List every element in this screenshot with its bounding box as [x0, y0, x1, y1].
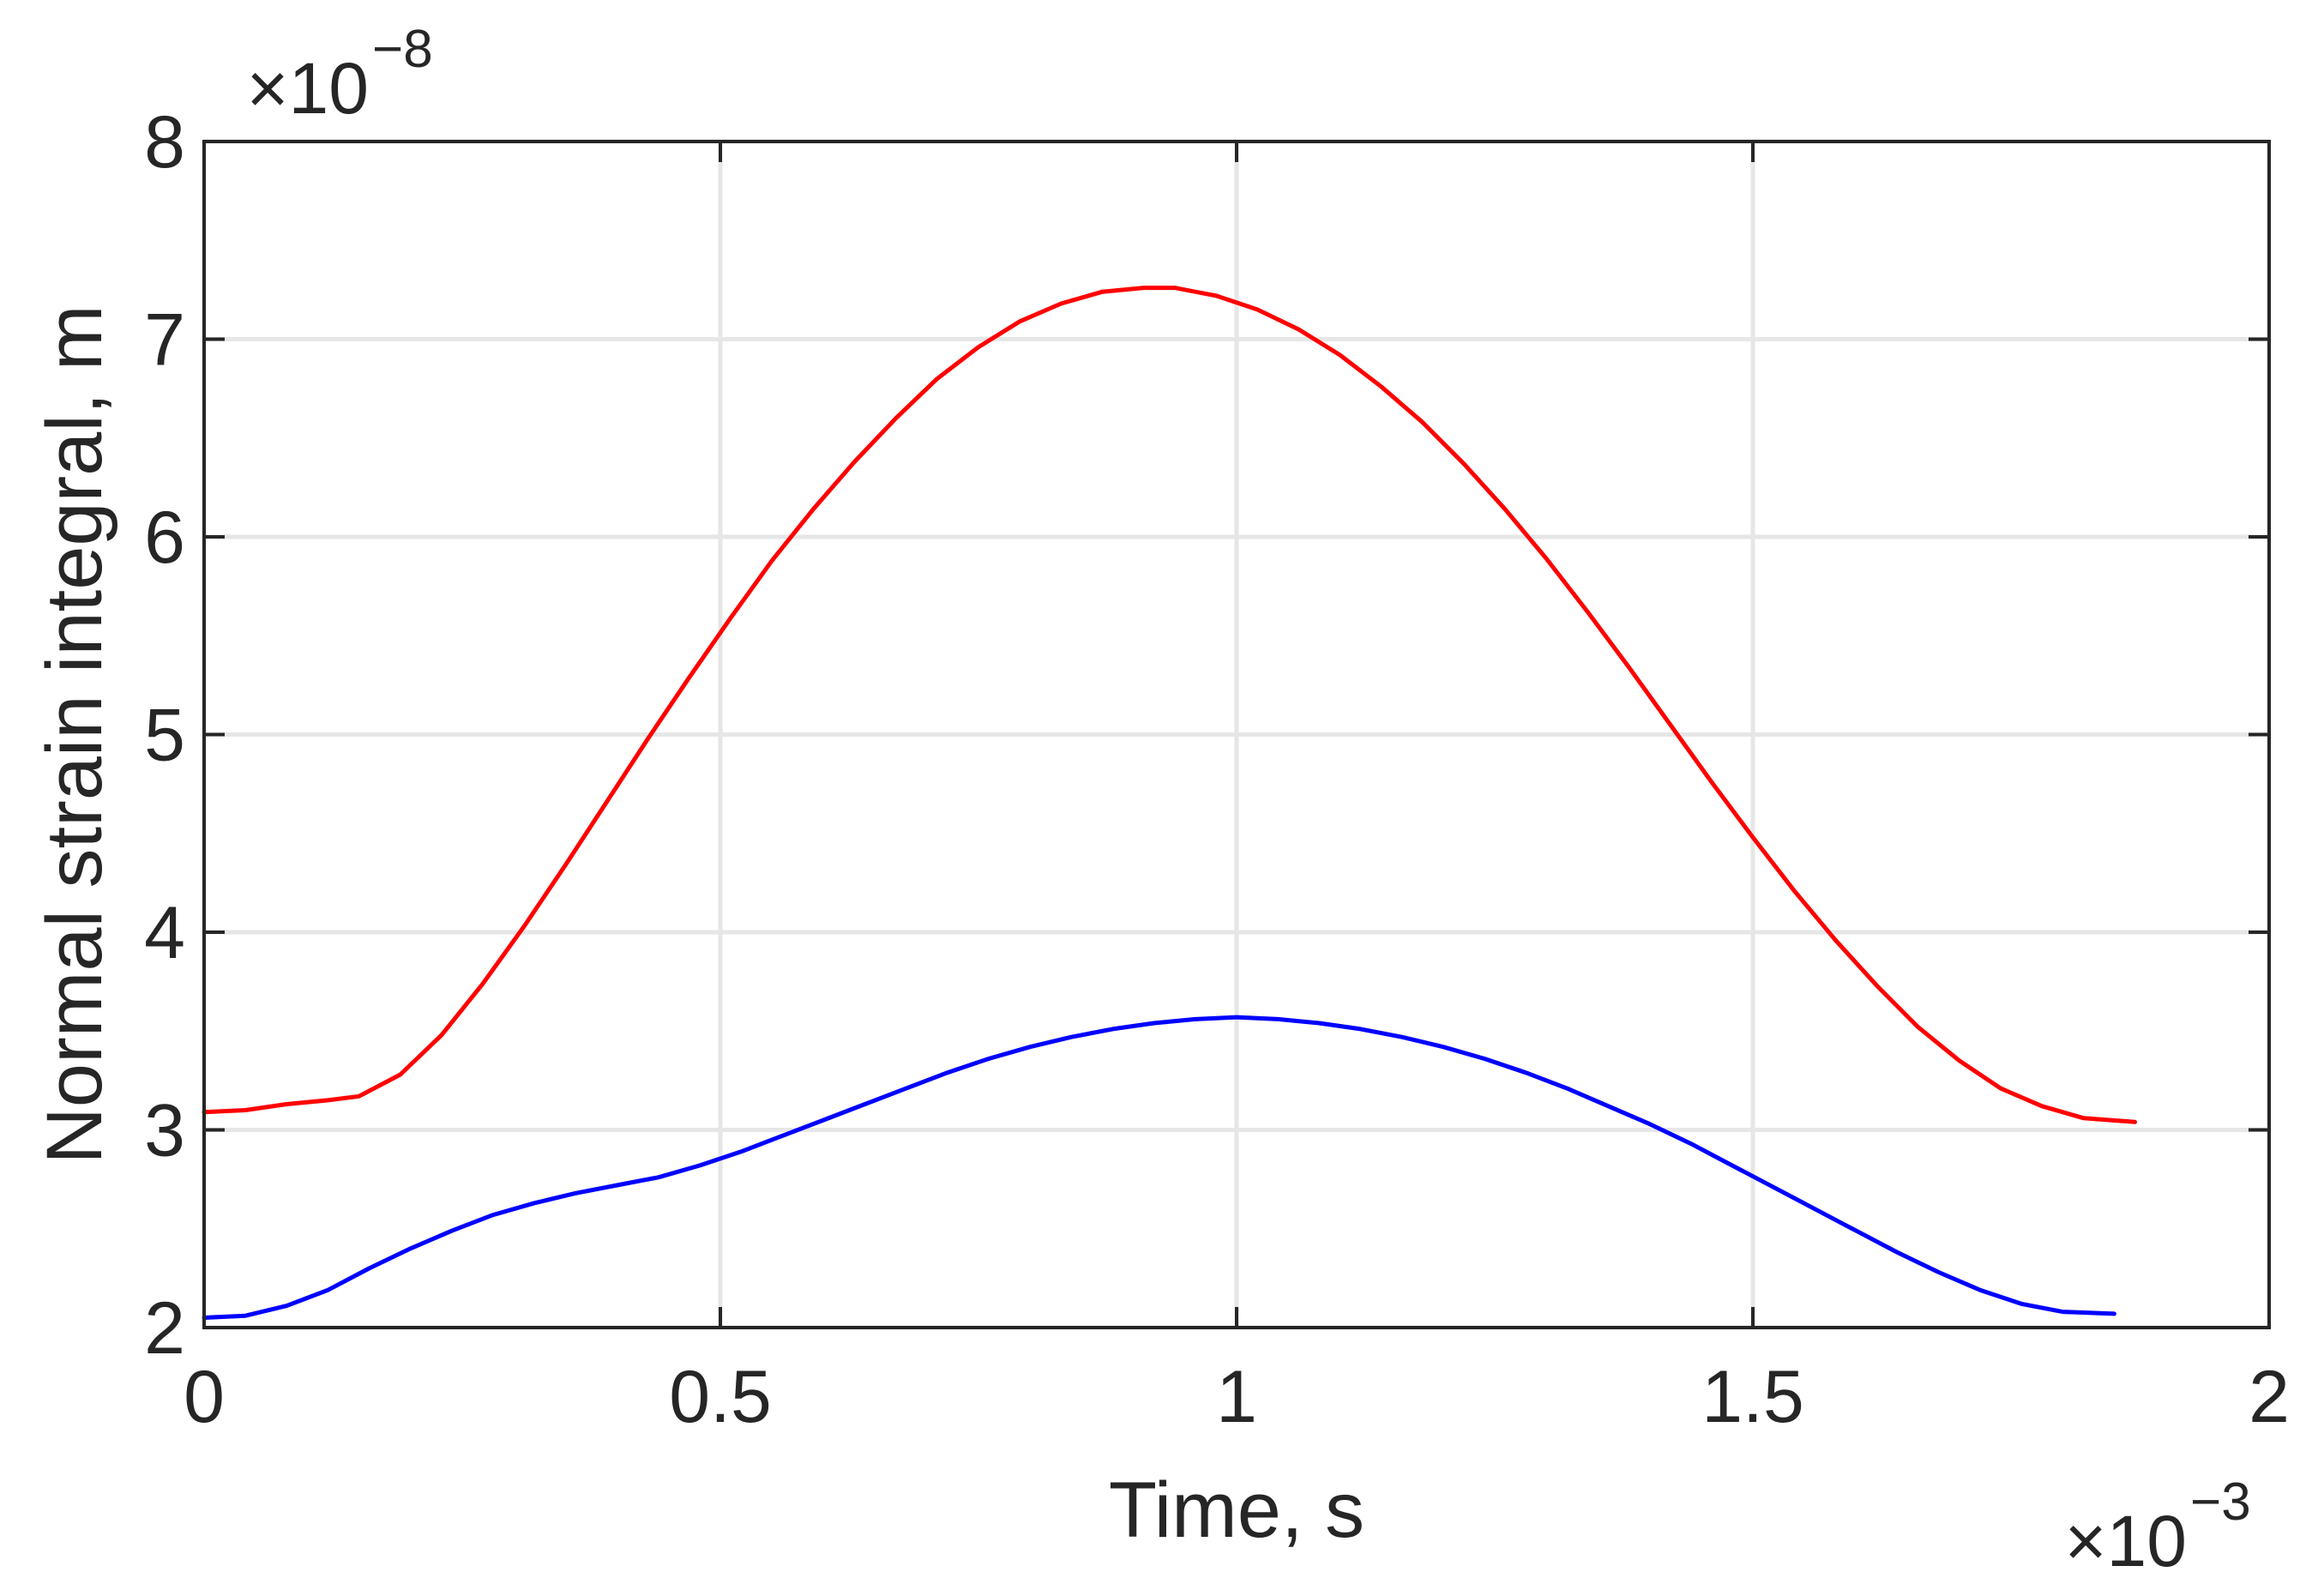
x-axis-label: Time, s [1109, 1467, 1364, 1554]
series-line-2 [202, 1015, 2116, 1320]
y-tick-label: 3 [144, 1090, 185, 1172]
x-tick-label: 1.5 [1701, 1356, 1804, 1438]
x-axis-multiplier: ×10 −3 [2065, 1473, 2251, 1581]
y-tick-label: 7 [144, 299, 185, 382]
y-axis-multiplier: ×10 −8 [247, 20, 433, 129]
series-line-1 [202, 286, 2137, 1124]
x-tick-label: 2 [2249, 1356, 2290, 1438]
y-multiplier-exponent: −8 [372, 20, 433, 79]
y-tick-label: 8 [144, 101, 185, 184]
series-layer [202, 286, 2137, 1320]
y-multiplier-base: ×10 [247, 48, 370, 129]
x-tick-label: 1 [1216, 1356, 1257, 1438]
tick-layer: 0 0.5 1 1.5 2 2 3 4 5 6 7 8 [144, 101, 2290, 1438]
y-tick-label: 5 [144, 695, 185, 777]
grid-layer [202, 139, 2272, 1330]
y-tick-label: 6 [144, 497, 185, 579]
x-tick-label: 0.5 [669, 1356, 772, 1438]
y-tick-label: 2 [144, 1287, 185, 1370]
y-axis-label: Normal strain integral, m [31, 304, 118, 1164]
x-tick-label: 0 [184, 1356, 225, 1438]
y-tick-label: 4 [144, 892, 185, 974]
x-multiplier-exponent: −3 [2190, 1473, 2251, 1532]
x-multiplier-base: ×10 [2065, 1501, 2188, 1581]
